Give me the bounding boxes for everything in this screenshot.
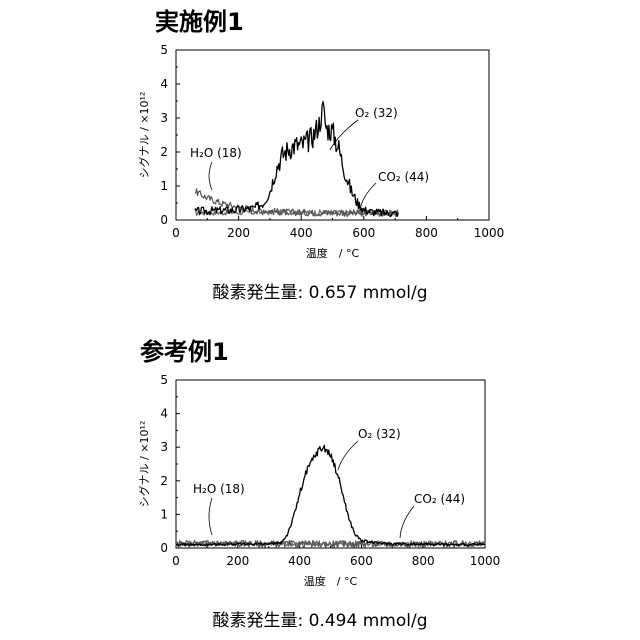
x-tick-label: 1000 — [470, 554, 501, 568]
y-tick-label: 0 — [160, 541, 168, 555]
series-leader-line — [338, 441, 358, 470]
y-axis-title: シグナル / ×10¹² — [137, 92, 151, 179]
x-tick-label: 200 — [226, 554, 249, 568]
chart-svg-2: 0 200 400 600 800 1000 0 1 2 3 4 5 温度 / °C シグナル / ×10… — [0, 330, 640, 600]
x-tick-label: 800 — [412, 554, 435, 568]
x-axis-title: 温度 / °C — [304, 574, 358, 588]
chart-panel-1: 実施例1 02004006008001000012345温度 / °Cシグナル … — [0, 0, 640, 320]
series-label: CO₂ (44) — [378, 170, 429, 184]
plot-frame — [176, 380, 485, 548]
y-tick-label: 5 — [160, 43, 168, 57]
chart-svg-1: 0 200 400 600 800 1000 0 1 2 3 4 5 温度 / °C シグナル / ×10… — [0, 0, 640, 270]
y-tick-label: 4 — [160, 407, 168, 421]
series-label: O₂ (32) — [358, 427, 401, 441]
series-label: CO₂ (44) — [414, 492, 465, 506]
series-leader-line — [209, 162, 212, 190]
x-tick-label: 200 — [227, 226, 250, 240]
y-tick-label: 1 — [160, 507, 168, 521]
y-tick-label: 2 — [160, 474, 168, 488]
x-tick-label: 0 — [172, 226, 180, 240]
series-leader-line — [209, 498, 212, 535]
oxygen-yield-text: 酸素発生量: 0.657 mmol/g — [0, 278, 640, 303]
x-tick-label: 400 — [288, 554, 311, 568]
x-tick-label: 800 — [415, 226, 438, 240]
series-leader-line — [360, 183, 376, 210]
x-tick-label: 0 — [172, 554, 180, 568]
y-axis-title: シグナル / ×10¹² — [137, 421, 151, 508]
series-label: H₂O (18) — [193, 482, 245, 496]
y-tick-label: 5 — [160, 373, 168, 387]
series-label: H₂O (18) — [190, 146, 242, 160]
series-leader-line — [400, 506, 414, 538]
x-tick-label: 1000 — [474, 226, 505, 240]
series-label: O₂ (32) — [355, 106, 398, 120]
x-axis-title: 温度 / °C — [306, 246, 360, 260]
y-tick-label: 3 — [160, 440, 168, 454]
x-tick-label: 400 — [290, 226, 313, 240]
y-tick-label: 1 — [160, 179, 168, 193]
y-tick-label: 4 — [160, 77, 168, 91]
x-tick-label: 600 — [352, 226, 375, 240]
chart-panel-2: 参考例1 02004006008001000012345温度 / °Cシグナル … — [0, 330, 640, 640]
y-tick-label: 3 — [160, 111, 168, 125]
y-tick-label: 2 — [160, 145, 168, 159]
x-tick-label: 600 — [350, 554, 373, 568]
plot-frame — [176, 50, 489, 220]
oxygen-yield-text: 酸素発生量: 0.494 mmol/g — [0, 606, 640, 631]
y-tick-label: 0 — [160, 213, 168, 227]
